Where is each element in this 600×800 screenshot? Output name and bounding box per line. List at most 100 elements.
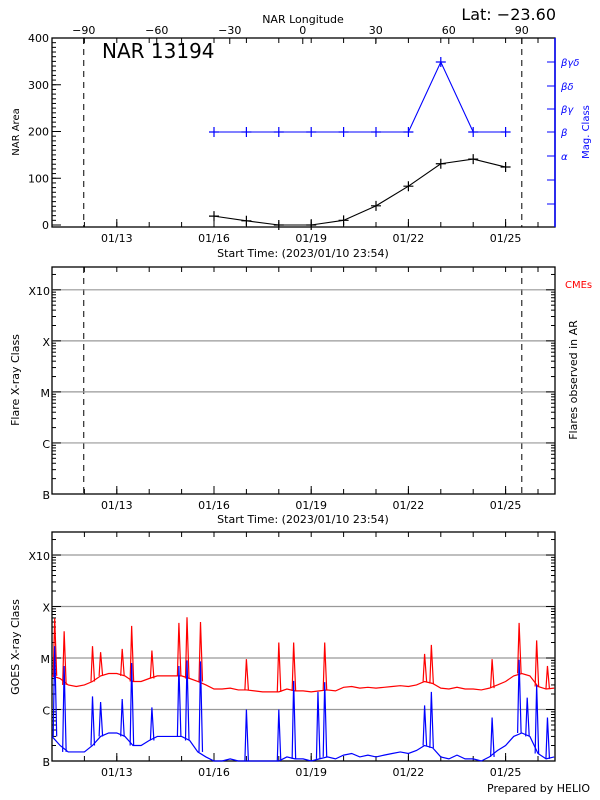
goes-long-background bbox=[51, 672, 555, 693]
area-point bbox=[273, 220, 284, 230]
goes-long-flare-peak bbox=[244, 659, 249, 690]
y-tick-label: B bbox=[42, 756, 50, 769]
goes-short-flare-peak bbox=[517, 659, 522, 734]
lon-tick-label: −30 bbox=[218, 24, 241, 37]
y-tick-label: X bbox=[42, 336, 50, 349]
goes-long-flare-peak bbox=[98, 652, 104, 676]
y-tick-label: X bbox=[42, 602, 50, 615]
mag-class-label: Mag. Class bbox=[581, 105, 592, 159]
panel1-xlabel: Start Time: (2023/01/10 23:54) bbox=[217, 247, 389, 260]
panel2-right-label: Flares observed in AR bbox=[567, 320, 580, 440]
panel3-frame bbox=[51, 531, 556, 762]
goes-short-flare-peak bbox=[90, 696, 96, 746]
goes-short-flare-peak bbox=[525, 697, 530, 737]
mag-tick-label: βγ bbox=[560, 105, 574, 116]
x-tick-label: 01/19 bbox=[295, 232, 327, 245]
area-series-line bbox=[213, 158, 506, 226]
x-tick-label: 01/25 bbox=[490, 499, 522, 512]
mag-tick-label: βγδ bbox=[560, 58, 579, 69]
lon-tick-label: −60 bbox=[145, 24, 168, 37]
mag-class-point bbox=[371, 127, 381, 137]
goes-short-flare-peak bbox=[98, 701, 104, 737]
y-tick-label: 200 bbox=[28, 126, 49, 139]
goes-long-flare-peak bbox=[291, 642, 297, 691]
mag-class-point bbox=[306, 127, 317, 137]
area-point bbox=[468, 154, 479, 165]
goes-long-flare-peak bbox=[517, 622, 522, 674]
panel2-frame bbox=[51, 266, 556, 495]
mag-class-point bbox=[241, 127, 252, 137]
goes-short-flare-peak bbox=[52, 646, 58, 737]
goes-long-flare-peak bbox=[129, 625, 135, 682]
area-point bbox=[435, 158, 446, 169]
latitude-label: Lat: −23.60 bbox=[461, 5, 556, 24]
x-tick-label: 01/13 bbox=[101, 499, 133, 512]
lon-tick-label: 90 bbox=[515, 24, 529, 37]
goes-short-flare-peak bbox=[429, 691, 434, 748]
goes-short-flare-peak bbox=[184, 660, 190, 741]
top-axis-label: NAR Longitude bbox=[262, 13, 344, 26]
x-tick-label: 01/22 bbox=[393, 232, 425, 245]
y-tick-label: C bbox=[42, 705, 50, 718]
panel2-xlabel: Start Time: (2023/01/10 23:54) bbox=[217, 513, 389, 526]
mag-class-point bbox=[209, 127, 219, 137]
x-tick-label: 01/13 bbox=[101, 766, 133, 779]
x-tick-label: 01/25 bbox=[490, 766, 522, 779]
y-tick-label: C bbox=[42, 438, 50, 451]
lon-tick-label: 60 bbox=[442, 24, 456, 37]
goes-long-flare-peak bbox=[322, 642, 328, 690]
goes-long-flare-peak bbox=[198, 621, 204, 682]
cme-legend: CMEs bbox=[565, 280, 592, 291]
mag-tick-label: βδ bbox=[560, 82, 574, 93]
goes-long-flare-peak bbox=[176, 622, 182, 676]
mag-tick-label: α bbox=[561, 152, 568, 163]
goes-short-background bbox=[51, 732, 555, 762]
goes-long-flare-peak bbox=[184, 617, 190, 679]
goes-short-flare-peak bbox=[315, 691, 321, 759]
goes-short-flare-peak bbox=[176, 665, 182, 737]
goes-short-flare-peak bbox=[276, 709, 282, 762]
lon-tick-label: −90 bbox=[72, 24, 95, 37]
goes-long-flare-peak bbox=[120, 648, 125, 676]
panel2-ylabel: Flare X-ray Class bbox=[9, 334, 22, 426]
goes-short-flare-peak bbox=[120, 698, 125, 737]
x-tick-label: 01/19 bbox=[295, 499, 327, 512]
y-tick-label: M bbox=[41, 653, 51, 666]
area-point bbox=[209, 211, 219, 222]
goes-long-flare-peak bbox=[490, 659, 495, 689]
y-tick-label: 300 bbox=[28, 79, 49, 92]
y-tick-label: X10 bbox=[28, 285, 50, 298]
goes-long-flare-peak bbox=[422, 653, 428, 682]
x-tick-label: 01/16 bbox=[198, 499, 230, 512]
mag-class-point bbox=[273, 127, 284, 137]
mag-class-point bbox=[338, 127, 349, 137]
goes-short-flare-peak bbox=[62, 665, 67, 752]
goes-short-flare-peak bbox=[198, 661, 204, 752]
mag-class-point bbox=[403, 127, 414, 137]
area-point bbox=[338, 215, 349, 226]
goes-short-flare-peak bbox=[490, 717, 495, 757]
mag-class-point bbox=[435, 57, 446, 67]
mag-class-point bbox=[500, 127, 511, 137]
x-tick-label: 01/22 bbox=[393, 766, 425, 779]
goes-long-flare-peak bbox=[149, 650, 155, 679]
x-tick-label: 01/13 bbox=[101, 232, 133, 245]
area-point bbox=[306, 220, 317, 230]
y-tick-label: 100 bbox=[28, 172, 49, 185]
goes-short-flare-peak bbox=[322, 682, 328, 757]
y-tick-label: X10 bbox=[28, 550, 50, 563]
mag-class-point bbox=[468, 127, 479, 137]
goes-short-flare-peak bbox=[422, 705, 428, 746]
goes-long-flare-peak bbox=[545, 665, 551, 690]
area-point bbox=[241, 215, 252, 226]
area-point bbox=[403, 181, 414, 192]
x-tick-label: 01/19 bbox=[295, 766, 327, 779]
x-tick-label: 01/16 bbox=[198, 766, 230, 779]
panel1-ylabel: NAR Area bbox=[11, 108, 22, 155]
y-tick-label: M bbox=[41, 387, 51, 400]
goes-long-flare-peak bbox=[52, 618, 58, 676]
lon-tick-label: 0 bbox=[299, 24, 306, 37]
goes-short-flare-peak bbox=[545, 717, 551, 759]
